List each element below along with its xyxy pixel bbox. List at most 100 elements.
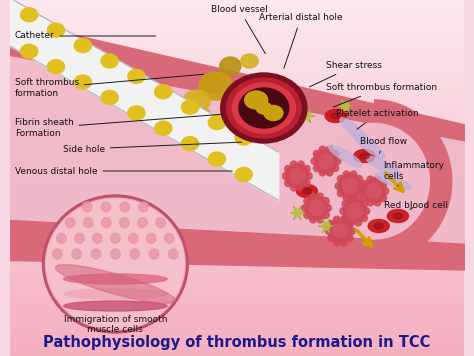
Text: Catheter: Catheter xyxy=(15,31,155,41)
Circle shape xyxy=(119,218,129,228)
Circle shape xyxy=(348,219,355,226)
Circle shape xyxy=(317,216,323,223)
Ellipse shape xyxy=(20,8,38,22)
Circle shape xyxy=(82,202,92,212)
Circle shape xyxy=(92,233,102,244)
Text: Inflammatory
cells: Inflammatory cells xyxy=(383,161,445,186)
Circle shape xyxy=(53,249,62,259)
Text: Venous distal hole: Venous distal hole xyxy=(15,167,232,176)
Ellipse shape xyxy=(241,54,258,68)
Circle shape xyxy=(350,171,357,178)
Circle shape xyxy=(361,200,367,208)
Circle shape xyxy=(326,146,333,153)
Circle shape xyxy=(138,218,147,228)
Ellipse shape xyxy=(43,195,188,333)
Circle shape xyxy=(334,239,340,246)
Circle shape xyxy=(304,198,310,204)
Ellipse shape xyxy=(264,105,283,120)
Circle shape xyxy=(343,171,350,178)
Circle shape xyxy=(342,215,349,221)
Circle shape xyxy=(293,209,301,217)
Ellipse shape xyxy=(296,184,318,198)
Circle shape xyxy=(164,233,174,244)
Ellipse shape xyxy=(46,199,184,329)
Circle shape xyxy=(322,222,330,230)
Circle shape xyxy=(291,161,297,168)
Circle shape xyxy=(325,204,331,211)
Circle shape xyxy=(305,173,312,179)
Ellipse shape xyxy=(182,137,199,151)
Circle shape xyxy=(340,208,346,215)
Text: Shear stress: Shear stress xyxy=(310,62,382,87)
Circle shape xyxy=(110,249,120,259)
Ellipse shape xyxy=(208,116,226,130)
Text: Blood flow: Blood flow xyxy=(360,136,407,153)
Circle shape xyxy=(75,233,84,244)
Circle shape xyxy=(380,180,387,188)
Ellipse shape xyxy=(183,90,210,112)
Text: Fibrin sheath
Formation: Fibrin sheath Formation xyxy=(15,114,223,138)
Circle shape xyxy=(301,204,309,211)
Ellipse shape xyxy=(319,124,429,239)
Text: Pathophysiology of thrombus formation in TCC: Pathophysiology of thrombus formation in… xyxy=(43,335,431,350)
Circle shape xyxy=(346,235,353,242)
Circle shape xyxy=(303,179,310,187)
Ellipse shape xyxy=(220,57,241,75)
Circle shape xyxy=(311,157,318,164)
Circle shape xyxy=(298,184,304,191)
Ellipse shape xyxy=(235,167,252,182)
Circle shape xyxy=(334,216,340,223)
Ellipse shape xyxy=(340,117,370,145)
Circle shape xyxy=(319,169,326,176)
Circle shape xyxy=(342,200,349,208)
Circle shape xyxy=(343,194,350,201)
Ellipse shape xyxy=(360,153,369,159)
Circle shape xyxy=(329,219,352,243)
Circle shape xyxy=(358,183,365,189)
Circle shape xyxy=(361,180,368,188)
Ellipse shape xyxy=(55,265,175,303)
Ellipse shape xyxy=(368,220,389,232)
Ellipse shape xyxy=(331,113,340,119)
Ellipse shape xyxy=(245,91,268,109)
Text: Side hole: Side hole xyxy=(63,142,242,153)
Ellipse shape xyxy=(208,152,226,166)
Ellipse shape xyxy=(239,88,289,128)
Circle shape xyxy=(350,194,357,201)
Circle shape xyxy=(382,188,389,194)
Ellipse shape xyxy=(46,198,185,330)
Circle shape xyxy=(337,189,344,197)
Circle shape xyxy=(361,194,368,201)
Circle shape xyxy=(322,198,329,204)
Ellipse shape xyxy=(302,188,312,194)
Text: Arterial distal hole: Arterial distal hole xyxy=(259,14,343,68)
Circle shape xyxy=(361,215,367,221)
Circle shape xyxy=(359,188,366,194)
Circle shape xyxy=(101,202,111,212)
Ellipse shape xyxy=(353,134,385,158)
Text: Red blood cell: Red blood cell xyxy=(383,201,447,210)
Circle shape xyxy=(355,196,362,203)
Ellipse shape xyxy=(47,60,64,74)
Ellipse shape xyxy=(192,108,211,124)
Circle shape xyxy=(310,216,316,223)
Circle shape xyxy=(128,233,138,244)
Ellipse shape xyxy=(354,150,375,162)
Ellipse shape xyxy=(235,131,252,145)
Circle shape xyxy=(304,211,310,219)
Circle shape xyxy=(328,235,335,242)
Circle shape xyxy=(348,227,356,235)
Circle shape xyxy=(72,249,82,259)
Circle shape xyxy=(285,166,292,172)
Circle shape xyxy=(91,249,101,259)
Circle shape xyxy=(298,161,304,168)
Text: Soft thrombus
formation: Soft thrombus formation xyxy=(15,74,204,98)
Circle shape xyxy=(305,196,328,220)
Circle shape xyxy=(341,239,347,246)
Ellipse shape xyxy=(74,38,91,53)
Ellipse shape xyxy=(182,100,199,114)
Circle shape xyxy=(337,176,344,182)
Ellipse shape xyxy=(387,209,409,222)
Text: Blood vessel: Blood vessel xyxy=(211,5,268,54)
Circle shape xyxy=(341,216,347,223)
